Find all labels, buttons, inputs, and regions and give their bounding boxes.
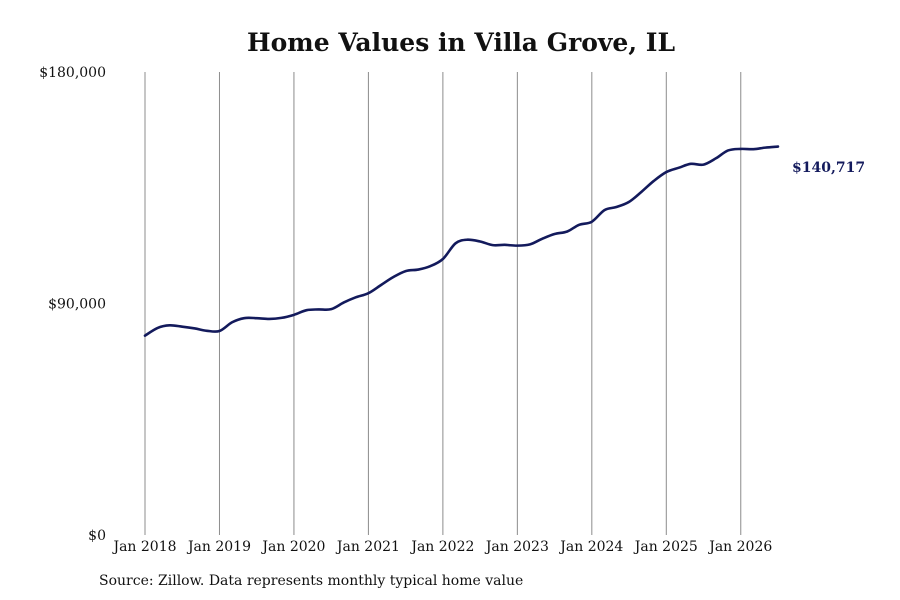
source-note: Source: Zillow. Data represents monthly … [99,573,524,589]
x-tick-label: Jan 2025 [633,539,698,555]
y-axis-ticks: $0 $90,000 $180,000 [39,65,106,544]
x-tick-label: Jan 2020 [260,539,325,555]
chart-title: Home Values in Villa Grove, IL [246,28,676,57]
x-tick-label: Jan 2018 [111,539,176,555]
x-tick-label: Jan 2019 [186,539,251,555]
gridlines [144,72,742,535]
x-tick-label: Jan 2021 [335,539,400,555]
y-tick-label: $90,000 [48,297,106,313]
series-line [143,145,780,337]
x-tick-label: Jan 2022 [409,539,474,555]
x-tick-label: Jan 2026 [707,539,772,555]
y-tick-label: $0 [88,528,106,544]
series-layer [143,145,780,337]
end-label-layer: $140,717 [792,160,865,176]
x-tick-label: Jan 2023 [484,539,549,555]
x-tick-label: Jan 2024 [558,539,623,555]
x-axis-ticks: Jan 2018 Jan 2019 Jan 2020 Jan 2021 Jan 2022… [111,539,772,555]
end-value-label: $140,717 [792,160,865,176]
y-tick-label: $180,000 [39,65,106,81]
